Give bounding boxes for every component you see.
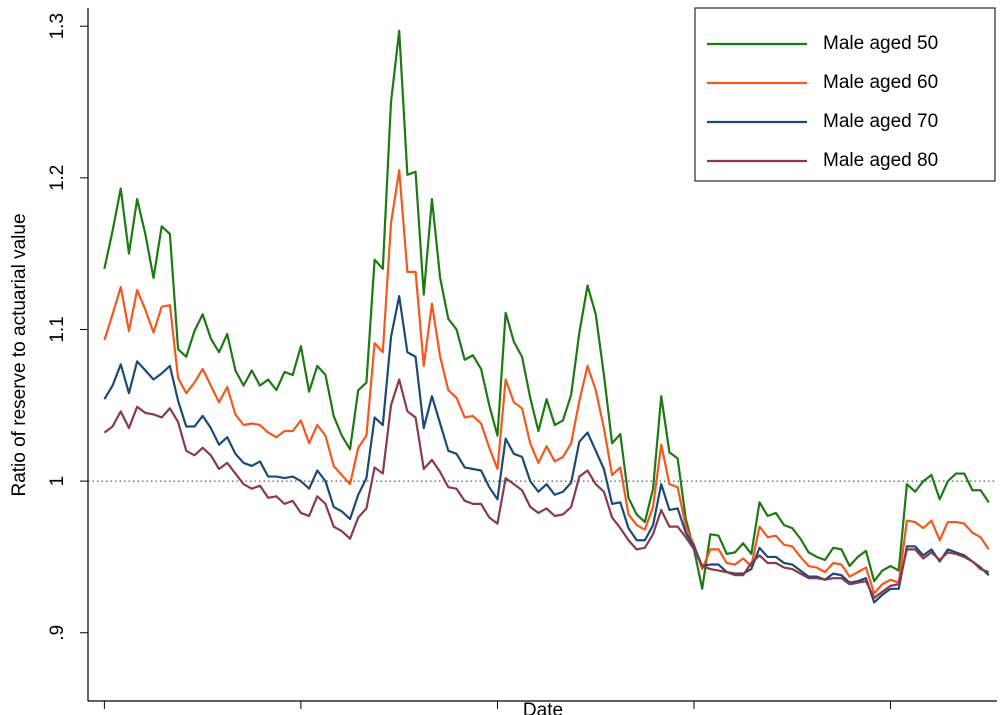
legend-label: Male aged 60 xyxy=(823,72,938,93)
data-line xyxy=(103,295,990,604)
data-line xyxy=(103,29,990,590)
legend-label: Male aged 50 xyxy=(823,33,938,54)
y-axis-title: Ratio of reserve to actuarial value xyxy=(9,213,30,496)
legend-box xyxy=(694,7,996,182)
data-line xyxy=(103,378,990,599)
legend-label: Male aged 70 xyxy=(823,111,938,132)
y-tick-label: 1 xyxy=(47,476,68,487)
y-tick-label: 1.1 xyxy=(47,316,68,342)
y-tick-label: 1.2 xyxy=(47,165,68,191)
legend-label: Male aged 80 xyxy=(823,150,938,171)
data-line xyxy=(103,169,990,595)
y-tick-label: 1.3 xyxy=(47,13,68,39)
y-tick-label: .9 xyxy=(47,625,68,641)
x-axis-title: Date xyxy=(523,700,563,715)
